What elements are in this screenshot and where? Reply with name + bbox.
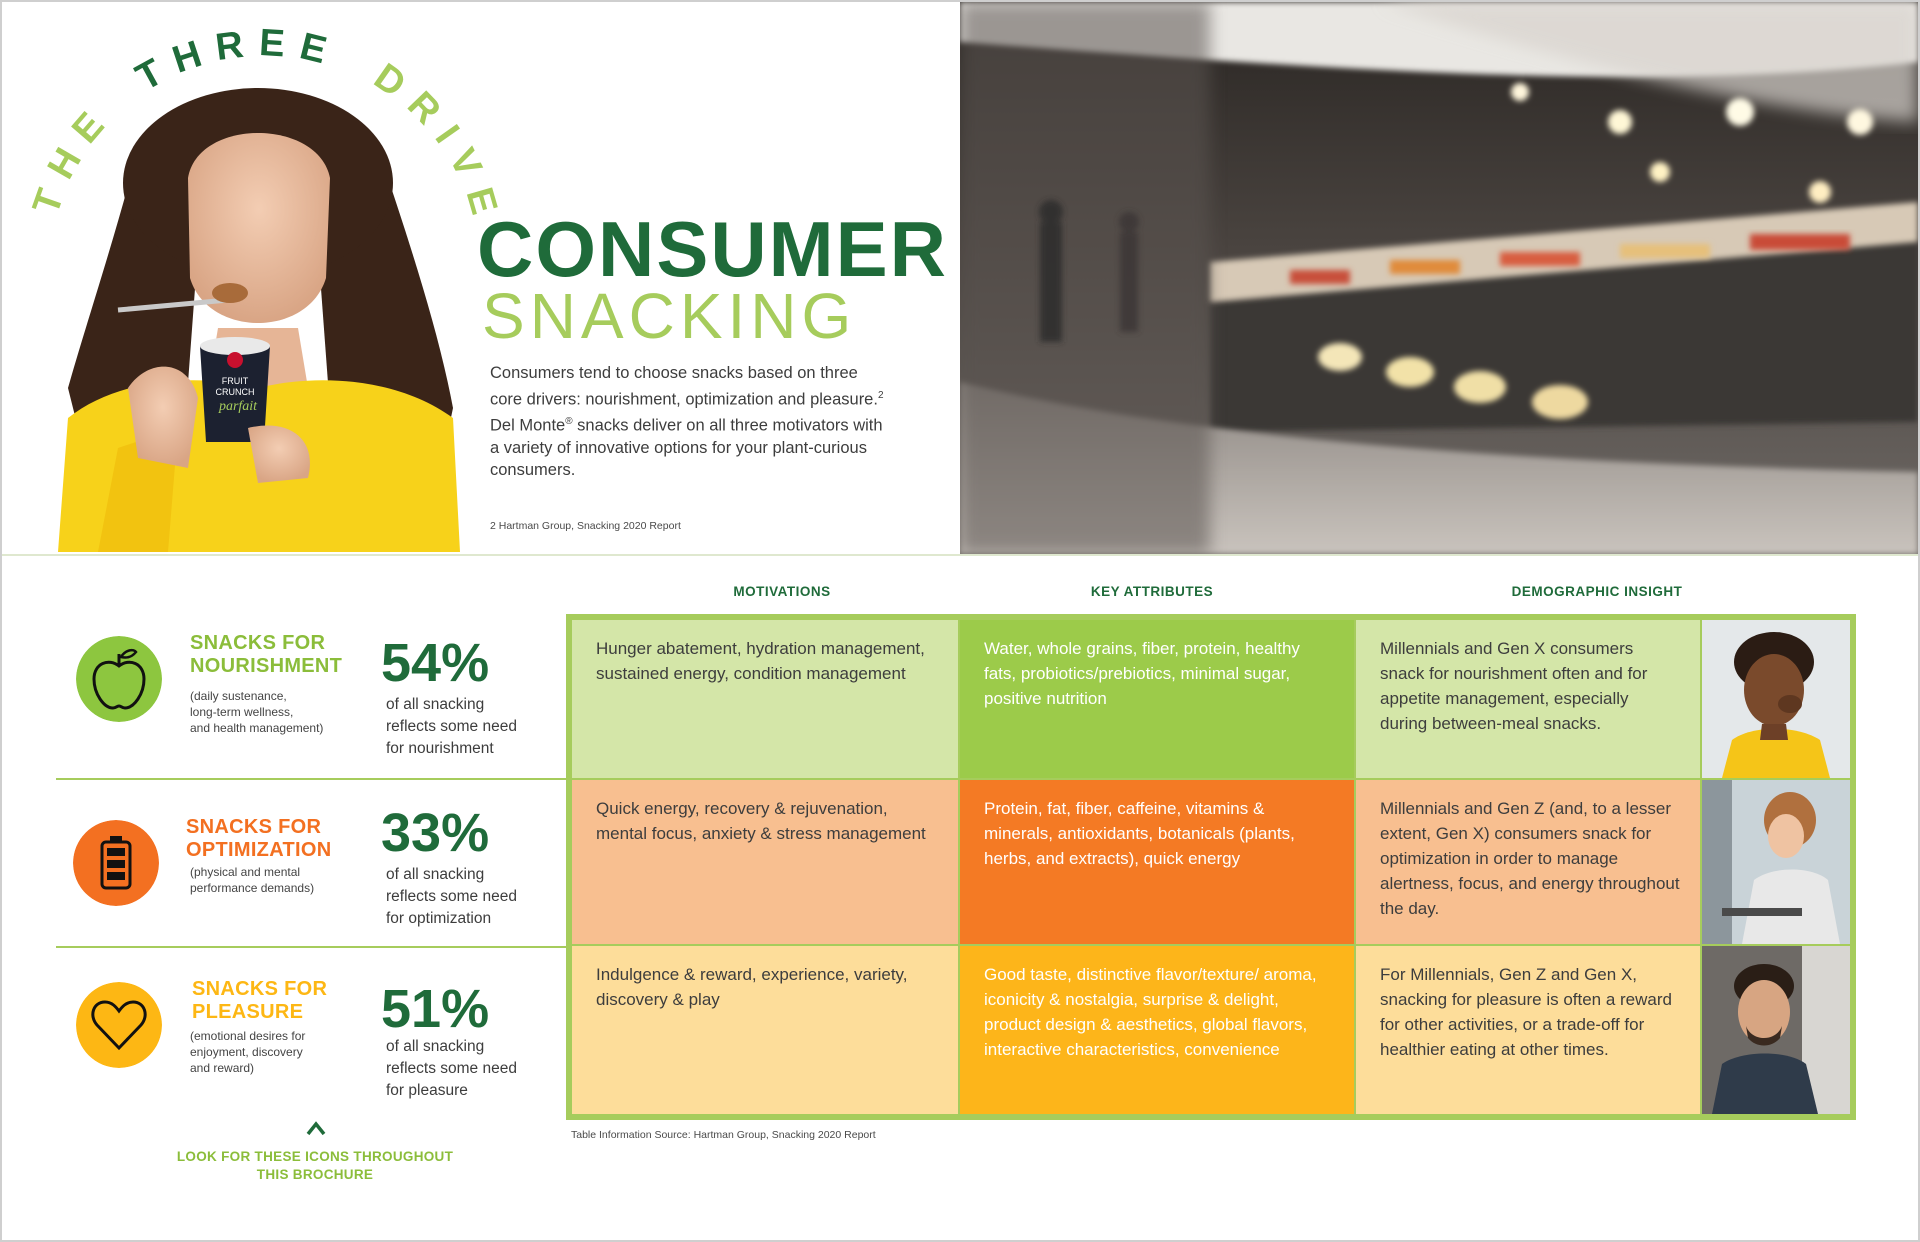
- thumbnail-woman-snacking: [1702, 620, 1850, 778]
- thumbnail-woman-laptop: [1702, 780, 1850, 944]
- driver-description: (emotional desires for enjoyment, discove…: [190, 1029, 306, 1075]
- intro-paragraph: Consumers tend to choose snacks based on…: [490, 362, 890, 482]
- driver-optimization: SNACKS FOR OPTIMIZATION (physical and me…: [56, 780, 566, 946]
- intro-text-b: Del Monte: [490, 416, 566, 434]
- hero-divider: [2, 554, 1918, 556]
- footnote: 2 Hartman Group, Snacking 2020 Report: [490, 520, 681, 532]
- driver-description: (physical and mental performance demands): [190, 865, 315, 895]
- table-cell-motivations: Quick energy, recovery & rejuvenation, m…: [572, 780, 958, 944]
- table-cell-demographic-insight: Millennials and Gen X consumers snack fo…: [1356, 620, 1700, 778]
- table-cell-demographic-insight: Millennials and Gen Z (and, to a lesser …: [1356, 780, 1700, 944]
- driver-description: (daily sustenance, long-term wellness, and…: [190, 689, 324, 735]
- table-cell-key-attributes: Protein, fat, fiber, caffeine, vitamins …: [960, 780, 1354, 944]
- cup-label-line2: CRUNCH: [216, 387, 255, 397]
- title-snacking: SNACKING: [482, 280, 857, 352]
- table-cell-motivations: Indulgence & reward, experience, variety…: [572, 946, 958, 1114]
- driver-title-line2: OPTIMIZATION: [186, 839, 332, 861]
- table-cell-demographic-insight: For Millennials, Gen Z and Gen X, snacki…: [1356, 946, 1700, 1114]
- column-header-demographic-insight: DEMOGRAPHIC INSIGHT: [1511, 584, 1683, 599]
- driver-title-line1: SNACKS FOR: [192, 978, 328, 1000]
- column-header-motivations: MOTIVATIONS: [733, 584, 831, 599]
- thumbnail-man-in-car: [1702, 946, 1850, 1114]
- intro-registered: ®: [565, 415, 573, 427]
- restaurant-counter-photo: [960, 2, 1918, 554]
- table-cell-key-attributes: Water, whole grains, fiber, protein, hea…: [960, 620, 1354, 778]
- driver-percent: 51%: [381, 979, 490, 1039]
- title-consumer: CONSUMER: [477, 205, 949, 293]
- table-cell-key-attributes: Good taste, distinctive flavor/texture/ …: [960, 946, 1354, 1114]
- column-header-key-attributes: KEY ATTRIBUTES: [1090, 584, 1214, 599]
- intro-text-a: Consumers tend to choose snacks based on…: [490, 364, 878, 408]
- chevron-up-icon: [306, 1121, 326, 1136]
- battery-icon: [73, 820, 159, 906]
- table-cell-motivations: Hunger abatement, hydration management, …: [572, 620, 958, 778]
- cup-label-line1: FRUIT: [222, 376, 249, 386]
- driver-title-line1: SNACKS FOR: [190, 632, 326, 654]
- table-source-note: Table Information Source: Hartman Group,…: [571, 1129, 876, 1141]
- driver-pleasure: SNACKS FOR PLEASURE (emotional desires f…: [56, 948, 566, 1120]
- driver-statement: of all snacking reflects some need for ple…: [386, 1038, 517, 1099]
- driver-percent: 33%: [381, 803, 490, 863]
- driver-statement: of all snacking reflects some need for opt…: [386, 866, 517, 927]
- driver-percent: 54%: [381, 633, 490, 693]
- intro-text-c: snacks deliver on all three motivators w…: [490, 416, 883, 479]
- driver-title-line2: PLEASURE: [192, 1001, 304, 1023]
- driver-divider: [56, 778, 568, 780]
- driver-statement: of all snacking reflects some need for nou…: [386, 696, 517, 757]
- cup-label-line3: parfait: [218, 399, 258, 414]
- arc-word-of: OF: [2, 2, 24, 11]
- driver-nourishment: SNACKS FOR NOURISHMENT (daily sustenance…: [56, 614, 566, 778]
- driver-title-line1: SNACKS FOR: [186, 816, 322, 838]
- apple-icon: [76, 636, 162, 722]
- look-for-icons-note: LOOK FOR THESE ICONS THROUGHOUT THIS BRO…: [176, 1149, 454, 1182]
- driver-title-line2: NOURISHMENT: [190, 655, 343, 677]
- intro-superscript: 2: [877, 389, 884, 401]
- heart-icon: [76, 982, 162, 1068]
- snacking-drivers-table: Hunger abatement, hydration management, …: [566, 614, 1856, 1120]
- driver-divider: [56, 946, 568, 948]
- woman-eating-parfait-photo: FRUIT CRUNCH parfait: [58, 88, 460, 552]
